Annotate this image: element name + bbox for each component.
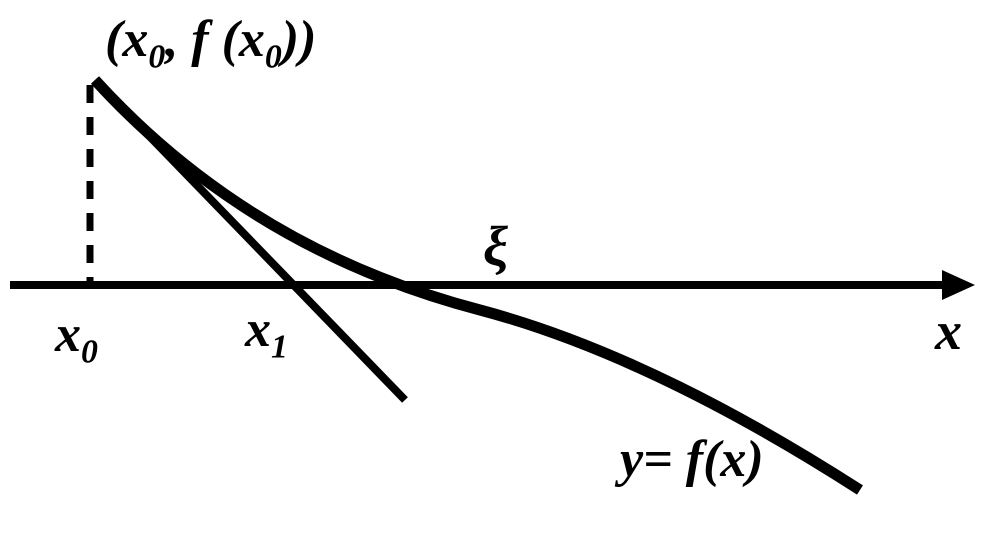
x-axis-label: x: [935, 300, 962, 362]
tangent-point-label: (x0, f (x0)): [105, 10, 316, 76]
x1-label: x1: [245, 300, 288, 366]
x0-label: x0: [55, 305, 98, 371]
xi-label: ξ: [483, 215, 508, 279]
newton-method-diagram: (x0, f (x0)) x0 x1 ξ x y= f(x): [0, 0, 1000, 546]
function-label: y= f(x): [620, 430, 764, 489]
x-axis-arrow: [942, 270, 975, 300]
